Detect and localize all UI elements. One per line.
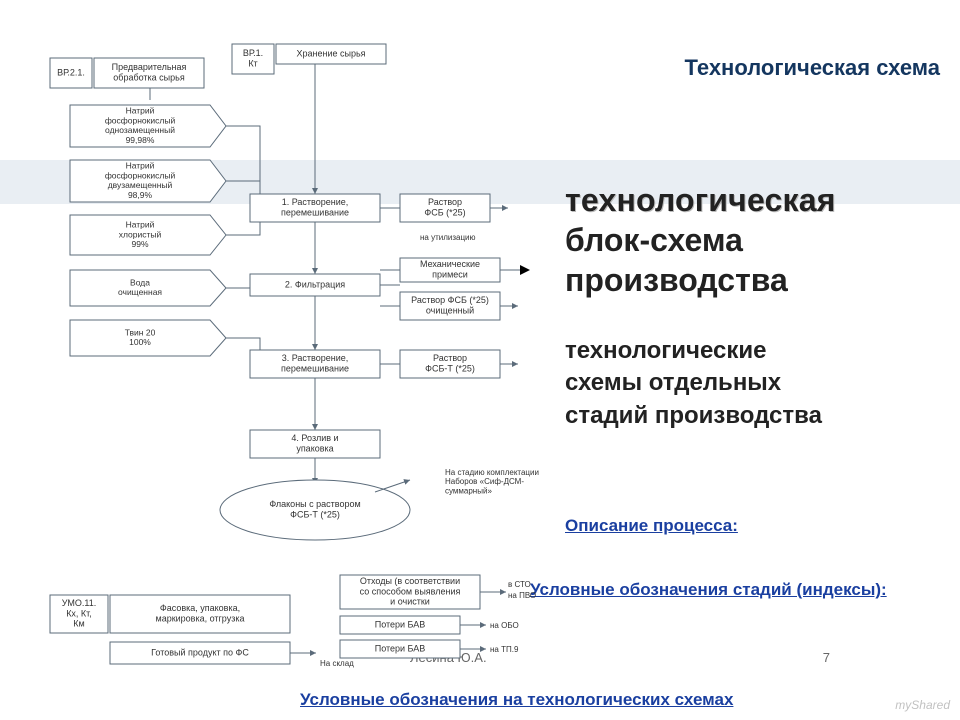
svg-text:перемешивание: перемешивание <box>281 364 349 374</box>
svg-text:на ОБО: на ОБО <box>490 621 519 630</box>
svg-text:очищенный: очищенный <box>426 306 474 316</box>
main-heading-line3: производства <box>565 260 836 300</box>
svg-text:хлористый: хлористый <box>119 229 162 239</box>
svg-text:двузамещенный: двузамещенный <box>108 180 173 190</box>
svg-text:Готовый продукт по ФС: Готовый продукт по ФС <box>151 647 249 657</box>
svg-text:ВР.1.: ВР.1. <box>243 48 263 58</box>
svg-text:однозамещенный: однозамещенный <box>105 125 175 135</box>
sub-heading: технологические схемы отдельных стадий п… <box>565 335 822 432</box>
svg-text:На стадию комплектации: На стадию комплектации <box>445 468 539 477</box>
svg-text:на ТП.9: на ТП.9 <box>490 645 519 654</box>
svg-text:УМО.11.: УМО.11. <box>62 598 97 608</box>
svg-text:ВР.2.1.: ВР.2.1. <box>57 67 85 77</box>
svg-text:На склад: На склад <box>320 659 354 668</box>
svg-text:Твин 20: Твин 20 <box>125 327 156 337</box>
svg-text:Км: Км <box>73 619 84 629</box>
svg-text:фосфорнокислый: фосфорнокислый <box>105 115 176 125</box>
svg-text:3. Растворение,: 3. Растворение, <box>282 353 349 363</box>
svg-text:в СТО: в СТО <box>508 580 531 589</box>
svg-text:ФСБ-Т (*25): ФСБ-Т (*25) <box>290 510 340 520</box>
svg-text:суммарный»: суммарный» <box>445 486 492 495</box>
main-heading: технологическая блок-схема производства <box>565 180 836 300</box>
flowchart-diagram: Натрийфосфорнокислыйоднозамещенный99,98%… <box>40 30 545 670</box>
svg-text:Кх, Кт,: Кх, Кт, <box>66 608 92 618</box>
sub-heading-line1: технологические <box>565 335 822 367</box>
svg-text:со способом выявления: со способом выявления <box>360 586 461 596</box>
slide: Технологическая схема технологическая бл… <box>0 0 960 720</box>
flowchart-svg: Натрийфосфорнокислыйоднозамещенный99,98%… <box>40 30 545 670</box>
svg-text:98,9%: 98,9% <box>128 190 153 200</box>
svg-text:Фасовка, упаковка,: Фасовка, упаковка, <box>160 603 240 613</box>
slide-title: Технологическая схема <box>685 55 940 81</box>
svg-text:Раствор ФСБ (*25): Раствор ФСБ (*25) <box>411 295 489 305</box>
svg-text:и очистки: и очистки <box>390 597 430 607</box>
svg-text:99%: 99% <box>131 239 148 249</box>
svg-text:Вода: Вода <box>130 277 150 287</box>
svg-text:Хранение сырья: Хранение сырья <box>296 48 365 58</box>
svg-text:Механические: Механические <box>420 259 480 269</box>
svg-text:100%: 100% <box>129 337 151 347</box>
svg-text:Предварительная: Предварительная <box>112 62 187 72</box>
link-process-description[interactable]: Описание процесса: <box>565 516 738 536</box>
svg-text:обработка сырья: обработка сырья <box>113 73 185 83</box>
svg-text:Натрий: Натрий <box>126 219 155 229</box>
sub-heading-line3: стадий производства <box>565 400 822 432</box>
svg-text:маркировка, отгрузка: маркировка, отгрузка <box>156 614 245 624</box>
svg-text:Кт: Кт <box>248 59 257 69</box>
svg-text:2. Фильтрация: 2. Фильтрация <box>285 279 345 289</box>
svg-text:Потери БАВ: Потери БАВ <box>375 643 426 653</box>
svg-text:примеси: примеси <box>432 270 468 280</box>
main-heading-line2: блок-схема <box>565 220 836 260</box>
svg-text:перемешивание: перемешивание <box>281 208 349 218</box>
sub-heading-line2: схемы отдельных <box>565 367 822 399</box>
svg-text:1. Растворение,: 1. Растворение, <box>282 197 349 207</box>
svg-text:очищенная: очищенная <box>118 287 162 297</box>
svg-text:Натрий: Натрий <box>126 161 155 171</box>
svg-text:Отходы (в соответствии: Отходы (в соответствии <box>360 576 460 586</box>
svg-text:упаковка: упаковка <box>296 444 333 454</box>
svg-text:Потери БАВ: Потери БАВ <box>375 619 426 629</box>
svg-text:фосфорнокислый: фосфорнокислый <box>105 170 176 180</box>
svg-text:Раствор: Раствор <box>433 353 467 363</box>
footer-page-number: 7 <box>823 650 830 665</box>
svg-text:на утилизацию: на утилизацию <box>420 233 476 242</box>
svg-text:4. Розлив и: 4. Розлив и <box>291 433 338 443</box>
svg-text:Флаконы с раствором: Флаконы с раствором <box>269 499 360 509</box>
link-scheme-legend[interactable]: Условные обозначения на технологических … <box>300 690 733 710</box>
svg-text:Раствор: Раствор <box>428 197 462 207</box>
watermark: myShared <box>895 698 950 712</box>
svg-text:на ПВО: на ПВО <box>508 591 536 600</box>
main-heading-line1: технологическая <box>565 180 836 220</box>
svg-text:Натрий: Натрий <box>126 106 155 116</box>
svg-text:ФСБ (*25): ФСБ (*25) <box>424 208 465 218</box>
svg-text:Наборов «Сиф-ДСМ-: Наборов «Сиф-ДСМ- <box>445 477 524 486</box>
link-stage-indices[interactable]: Условные обозначения стадий (индексы): <box>530 580 887 600</box>
svg-text:ФСБ-Т (*25): ФСБ-Т (*25) <box>425 364 475 374</box>
svg-text:99,98%: 99,98% <box>126 135 155 145</box>
